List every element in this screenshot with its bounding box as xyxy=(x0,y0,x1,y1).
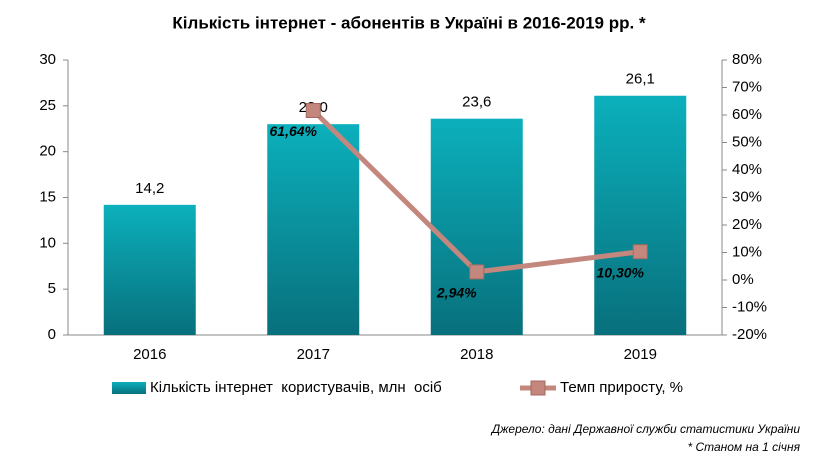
x-tick-label: 2017 xyxy=(297,346,330,363)
y-tick-label: 20 xyxy=(39,143,56,160)
bar xyxy=(267,124,360,336)
y-tick-label: 30 xyxy=(39,51,56,68)
x-tick-label: 2018 xyxy=(460,346,493,363)
line-label: 61,64% xyxy=(270,123,318,139)
x-tick-label: 2019 xyxy=(624,346,657,363)
note: * Станом на 1 січня xyxy=(687,440,800,454)
chart-title: Кількість інтернет - абонентів в Україні… xyxy=(172,13,646,32)
data-label: 23,6 xyxy=(462,94,491,111)
y2-tick-label: -20% xyxy=(732,326,767,343)
bar xyxy=(103,204,196,335)
line-marker xyxy=(305,102,321,118)
y2-tick-label: 30% xyxy=(732,188,762,205)
legend-label: Кількість інтернет користувачів, млн осі… xyxy=(150,379,442,396)
data-label: 14,2 xyxy=(135,180,164,197)
x-tick-label: 2016 xyxy=(133,346,166,363)
y-tick-label: 15 xyxy=(39,188,56,205)
line-marker xyxy=(632,244,648,260)
y-tick-label: 5 xyxy=(48,280,56,297)
y2-tick-label: 60% xyxy=(732,106,762,123)
data-label: 26,1 xyxy=(626,71,655,88)
y2-tick-label: 50% xyxy=(732,133,762,150)
legend-swatch xyxy=(112,382,146,394)
line-label: 2,94% xyxy=(436,285,477,301)
y2-tick-label: 0% xyxy=(732,271,754,288)
legend-label: Темп приросту, % xyxy=(560,379,683,396)
line-label: 10,30% xyxy=(597,264,645,280)
bar xyxy=(430,118,523,336)
y-tick-label: 0 xyxy=(48,326,56,343)
y2-tick-label: -10% xyxy=(732,298,767,315)
y2-tick-label: 70% xyxy=(732,78,762,95)
source: Джерело: дані Державної служби статистик… xyxy=(490,422,801,436)
y2-tick-label: 10% xyxy=(732,243,762,260)
y-tick-label: 10 xyxy=(39,234,56,251)
y2-tick-label: 20% xyxy=(732,216,762,233)
line-marker xyxy=(469,264,485,280)
y-tick-label: 25 xyxy=(39,97,56,114)
legend-swatch xyxy=(530,380,546,396)
y2-tick-label: 40% xyxy=(732,161,762,178)
y2-tick-label: 80% xyxy=(732,51,762,68)
bar xyxy=(594,95,687,335)
